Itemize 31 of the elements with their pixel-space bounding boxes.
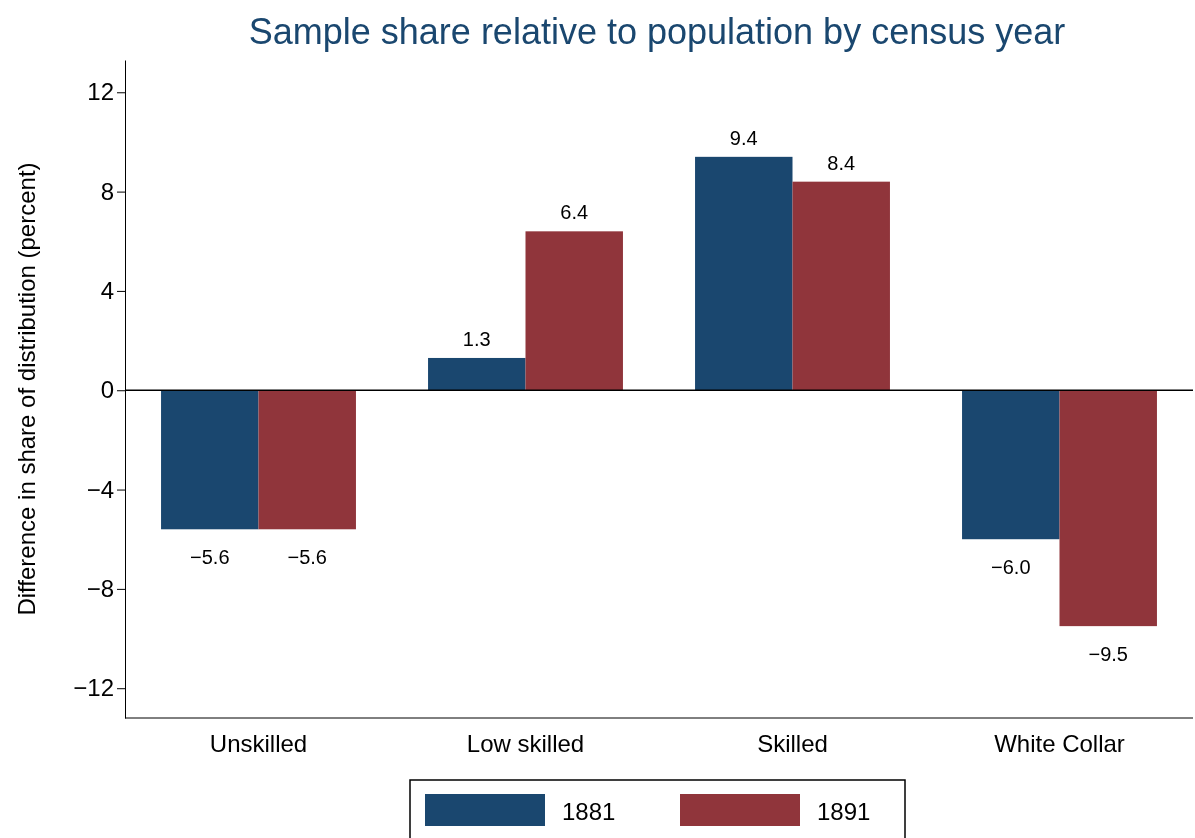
bar: [792, 181, 890, 391]
y-tick-label: 4: [100, 277, 114, 305]
chart-title: Sample share relative to population by census year: [248, 11, 1066, 52]
data-label: −9.5: [1088, 643, 1128, 666]
bar: [428, 357, 526, 391]
y-tick-label: 12: [87, 78, 114, 106]
x-tick-label: Skilled: [757, 730, 828, 758]
y-tick-label: 0: [100, 376, 114, 404]
data-label: −5.6: [287, 546, 327, 569]
x-tick-label: Low skilled: [466, 730, 585, 758]
data-label: 9.4: [729, 126, 758, 149]
data-label: −5.6: [190, 546, 230, 569]
y-axis-title: Difference in share of distribution (percent): [13, 162, 40, 616]
x-tick-label: Unskilled: [209, 730, 308, 758]
data-label: −6.0: [991, 556, 1031, 579]
x-tick-label: White Collar: [994, 730, 1125, 758]
bar: [1059, 390, 1157, 627]
bar: [161, 390, 259, 530]
y-tick-label: −8: [86, 575, 114, 603]
y-tick-label: −4: [86, 475, 114, 503]
bar: [258, 390, 356, 530]
legend-label: 1881: [562, 798, 616, 825]
bar: [962, 390, 1060, 540]
y-tick-label: −12: [73, 674, 114, 702]
data-label: 1.3: [462, 327, 491, 350]
legend-label: 1891: [817, 798, 871, 825]
bar: [525, 231, 623, 391]
bar: [695, 156, 793, 391]
y-tick-label: 8: [100, 177, 114, 205]
data-label: 6.4: [560, 201, 589, 224]
data-label: 8.4: [827, 151, 856, 174]
